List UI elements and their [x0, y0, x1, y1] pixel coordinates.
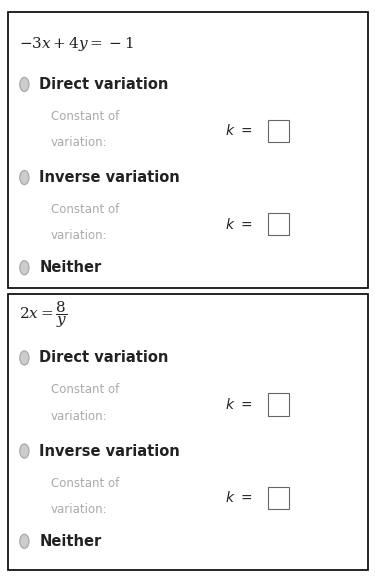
Text: Constant of: Constant of — [51, 203, 119, 216]
Text: Inverse variation: Inverse variation — [39, 170, 180, 185]
Text: $2x = \dfrac{8}{y}$: $2x = \dfrac{8}{y}$ — [19, 299, 68, 329]
Text: variation:: variation: — [51, 229, 107, 242]
Circle shape — [20, 77, 29, 91]
Text: Direct variation: Direct variation — [39, 77, 169, 92]
Text: $-3x + 4y = -1$: $-3x + 4y = -1$ — [19, 35, 134, 52]
Text: variation:: variation: — [51, 410, 107, 423]
Text: variation:: variation: — [51, 136, 107, 149]
Text: $k\ =$: $k\ =$ — [225, 397, 252, 412]
Text: $k\ =$: $k\ =$ — [225, 217, 252, 232]
Text: variation:: variation: — [51, 503, 107, 516]
FancyBboxPatch shape — [8, 294, 368, 570]
Text: Constant of: Constant of — [51, 477, 119, 489]
FancyBboxPatch shape — [268, 213, 289, 235]
Text: Neither: Neither — [39, 260, 102, 275]
Text: $k\ =$: $k\ =$ — [225, 123, 252, 139]
Circle shape — [20, 351, 29, 365]
Circle shape — [20, 534, 29, 548]
Text: Inverse variation: Inverse variation — [39, 443, 180, 459]
Circle shape — [20, 444, 29, 458]
FancyBboxPatch shape — [268, 393, 289, 416]
Text: Constant of: Constant of — [51, 110, 119, 123]
Circle shape — [20, 171, 29, 184]
Text: Constant of: Constant of — [51, 384, 119, 396]
FancyBboxPatch shape — [8, 12, 368, 288]
Text: Direct variation: Direct variation — [39, 350, 169, 365]
Circle shape — [20, 261, 29, 275]
Text: Neither: Neither — [39, 534, 102, 549]
FancyBboxPatch shape — [268, 120, 289, 142]
Text: $k\ =$: $k\ =$ — [225, 490, 252, 505]
FancyBboxPatch shape — [268, 487, 289, 509]
